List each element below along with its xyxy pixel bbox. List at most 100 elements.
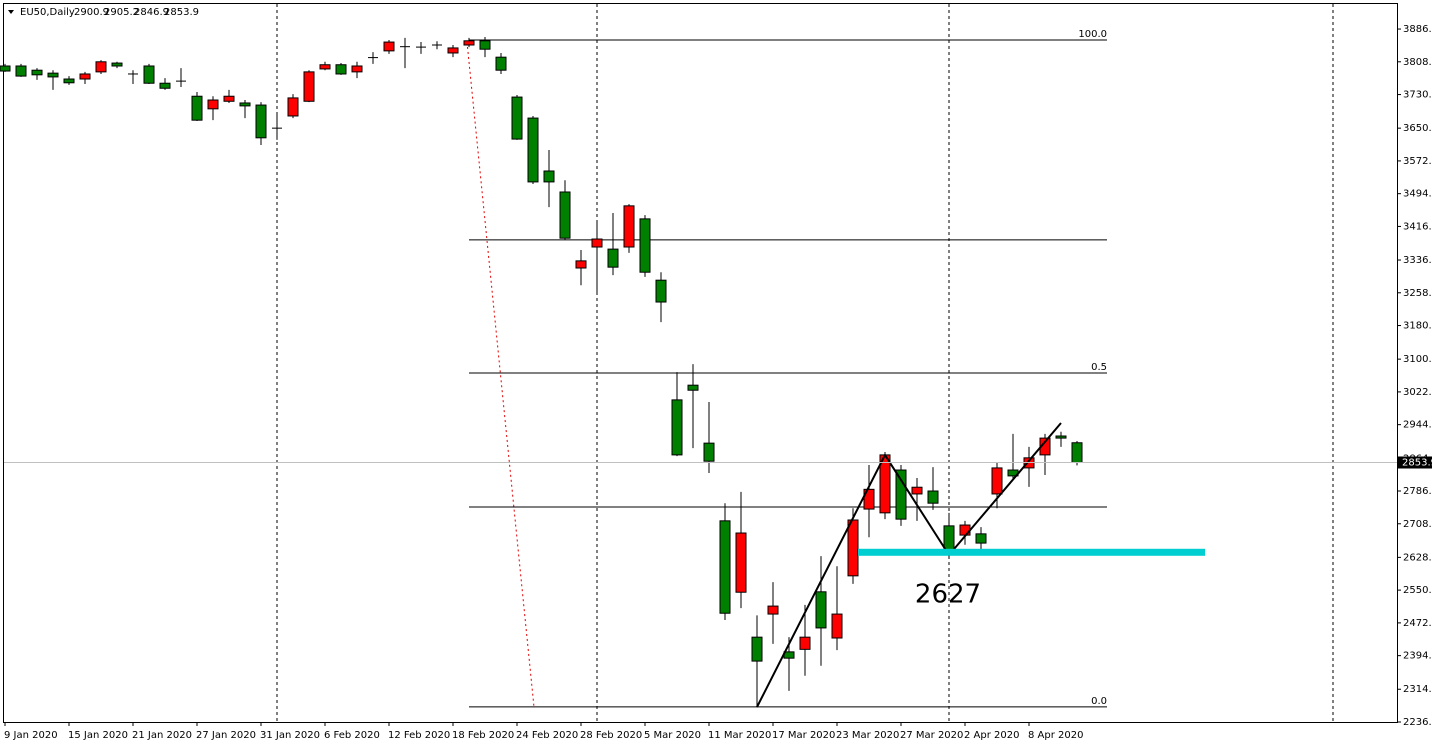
candle-body [15,65,27,77]
x-tick-label: 28 Feb 2020 [580,730,642,741]
y-tick-label: 3808.0 [1403,57,1432,68]
candle-body [463,40,475,46]
fibonacci: 100.0 0.5 0.0 [469,29,1107,708]
x-tick-label: 18 Feb 2020 [452,730,514,741]
candle-body [831,613,843,639]
y-tick-label: 2236.0 [1403,717,1432,728]
candle-body [959,524,971,536]
y-tick-label: 3572.0 [1403,156,1432,167]
y-tick-label: 2786.0 [1403,486,1432,497]
ohlc-low: 2846.9 [134,7,169,18]
candle-body [143,65,155,84]
y-tick-label: 2550.0 [1403,585,1432,596]
current-price-box [1398,456,1432,469]
candle-body [719,520,731,614]
candle-body [607,248,619,268]
candle-body [479,40,491,50]
menu-arrow[interactable] [8,10,14,14]
fib-label: 100.0 [1078,29,1107,40]
candle-body [111,62,123,67]
candle-body [335,64,347,75]
candle-body [735,532,747,593]
candle-body [511,96,523,140]
candle-body [863,488,875,510]
candle-body [911,486,923,495]
candle-body [239,102,251,107]
candle-body [591,238,603,248]
current-price-label: 2853.9 [1402,457,1432,468]
y-tick-label: 2708.0 [1403,519,1432,530]
candle-body [847,519,859,577]
candle-body [655,279,667,303]
y-tick-label: 2314.0 [1403,684,1432,695]
support-zone [858,548,1205,556]
candle-body [351,65,363,73]
candle-body [1071,442,1083,463]
y-tick-label: 3022.0 [1403,387,1432,398]
x-tick-label: 5 Mar 2020 [644,730,701,741]
x-tick-label: 17 Mar 2020 [772,730,835,741]
x-tick-label: 9 Jan 2020 [4,730,58,741]
candle-body [287,97,299,117]
candle-body [495,56,507,71]
fib-label: 0.0 [1091,696,1107,707]
x-tick-label: 11 Mar 2020 [708,730,771,741]
x-tick-label: 6 Feb 2020 [324,730,380,741]
candle-body [975,533,987,544]
y-tick-label: 2394.0 [1403,651,1432,662]
candle-body [767,605,779,615]
candle-body [991,467,1003,495]
candle-body [527,117,539,183]
ohlc-open: 2900.9 [74,7,109,18]
fib-trendline [466,41,535,708]
candle-body [447,47,459,54]
candle-body [63,78,75,84]
candle-body [319,64,331,70]
candle-body [0,65,11,72]
x-tick-label: 2 Apr 2020 [964,730,1019,741]
candle-body [47,72,59,78]
candle-body [223,95,235,102]
candle-body [671,399,683,456]
y-tick-label: 3730.0 [1403,90,1432,101]
candle-body [687,384,699,391]
candle-body [1055,435,1067,439]
x-tick-label: 24 Feb 2020 [516,730,578,741]
candle-body [799,636,811,650]
candle-body [95,61,107,73]
candle-body [927,490,939,504]
x-tick-label: 27 Jan 2020 [196,730,256,741]
x-tick-label: 15 Jan 2020 [68,730,128,741]
candle-body [623,205,635,248]
support-label: 2627 [915,579,981,609]
y-tick-label: 2944.0 [1403,420,1432,431]
y-tick-label: 2472.0 [1403,618,1432,629]
y-tick-label: 3336.0 [1403,255,1432,266]
candle-body [159,82,171,89]
fib-label: 0.5 [1091,362,1107,373]
x-tick-label: 31 Jan 2020 [260,730,320,741]
candle-body [895,469,907,520]
candle-body [207,99,219,110]
y-tick-label: 3180.0 [1403,321,1432,332]
x-tick-label: 23 Mar 2020 [836,730,899,741]
candle-body [79,73,91,80]
y-tick-label: 3886.0 [1403,24,1432,35]
candle-body [559,191,571,239]
x-tick-label: 8 Apr 2020 [1028,730,1083,741]
candle-body [639,218,651,273]
ohlc-high: 2905.2 [104,7,139,18]
candle-body [31,69,43,76]
y-tick-label: 3100.0 [1403,354,1432,365]
plot-frame [3,3,1398,723]
symbol-label: EU50,Daily [20,7,75,18]
y-tick-label: 3258.0 [1403,288,1432,299]
x-tick-label: 27 Mar 2020 [900,730,963,741]
y-tick-label: 2628.0 [1403,552,1432,563]
y-tick-label: 3650.0 [1403,123,1432,134]
candle-body [543,170,555,183]
y-tick-label: 3494.0 [1403,189,1432,200]
candle-body [815,591,827,629]
